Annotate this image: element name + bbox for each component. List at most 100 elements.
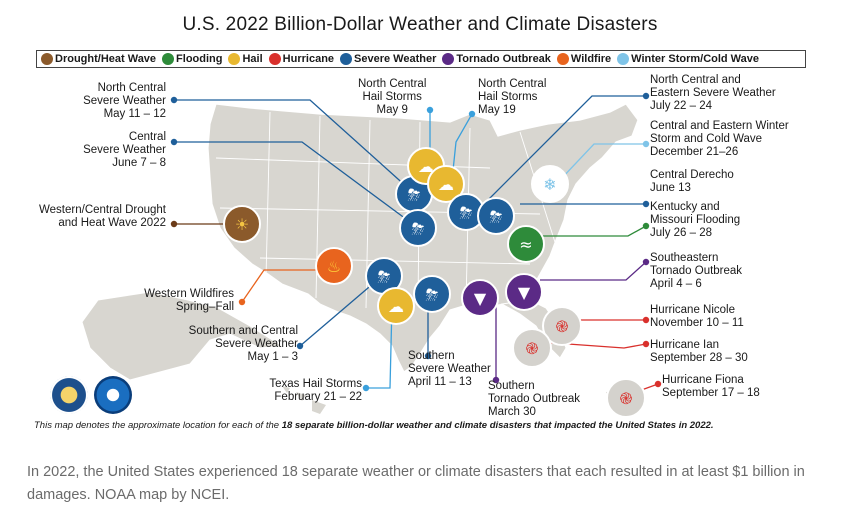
label-drought: Western/Central Drought and Heat Wave 202… [39,204,166,229]
hurricane-icon: ֎ [512,328,552,368]
legend-item-tornado: Tornado Outbreak [442,53,551,65]
line-tx-hail [366,303,393,389]
noaa-logo [94,376,132,414]
legend-label: Tornado Outbreak [456,53,551,65]
legend-label: Drought/Heat Wave [55,53,157,65]
svg-text:֎: ֎ [619,389,632,408]
line-se-tornado [540,261,647,281]
svg-text:֎: ֎ [525,339,538,358]
dot-wildfires [238,298,246,306]
legend-label: Hail [242,53,263,65]
severe-weather-icon: ⛈ [477,197,515,235]
severe-weather-icon: ⛈ [399,209,437,247]
figure-caption: In 2022, the United States experienced 1… [27,464,805,503]
label-wildfires: Western Wildfires Spring–Fall [144,288,234,313]
label-c-severe: Central Severe Weather June 7 – 8 [83,131,166,169]
legend-label: Severe Weather [354,53,437,65]
label-nc-hail-9: North Central Hail Storms May 9 [358,78,427,116]
map-title: U.S. 2022 Billion-Dollar Weather and Cli… [182,14,658,35]
legend-item-flooding: Flooding [162,53,222,65]
department-of-commerce-seal [50,376,88,414]
dot-nce-severe [642,92,650,100]
dot-sc-severe [296,342,304,350]
dot-nc-hail-9 [426,106,434,114]
dot-c-severe [170,138,178,146]
label-ky-flood: Kentucky and Missouri Flooding July 26 – 2… [650,201,741,239]
alaska-shape [81,291,284,381]
svg-text:☀: ☀ [235,215,249,234]
line-sc-severe [299,275,383,347]
dot-tx-hail [362,384,370,392]
tornado-icon: ▼ [505,273,543,311]
svg-text:☁: ☁ [388,297,404,316]
line-ky-flood [532,225,647,237]
legend-item-hail: Hail [228,53,263,65]
drought-icon: ☀ [223,205,261,243]
dot-s-tornado [492,376,500,384]
label-sc-severe: Southern and Central Severe Weather May 1 … [188,325,298,363]
svg-text:☁: ☁ [418,157,434,176]
drought-icon [41,53,53,65]
svg-text:≈: ≈ [519,235,532,254]
hawaii-shape [282,386,326,414]
legend-item-winter-storm: Winter Storm/Cold Wave [617,53,759,65]
label-s-severe: Southern Severe Weather April 11 – 13 [408,350,491,388]
svg-text:⛈: ⛈ [460,203,473,222]
hurricane-icon [268,53,281,65]
hail-icon [228,53,241,65]
legend-item-severe-weather: Severe Weather [340,53,436,65]
label-s-tornado: Southern Tornado Outbreak March 30 [488,380,581,418]
svg-text:֎: ֎ [555,317,568,336]
dot-winter [642,140,650,148]
us-map-graphic: ⛈⛈☀♨⛈☁☁☁⛈❄⛈≈▼֎֎֎⛈ ▼ [81,92,662,418]
hurricane-icon: ֎ [542,306,582,346]
wildfire-icon [556,53,569,65]
dot-ian [642,340,650,348]
legend-label: Hurricane [282,53,335,65]
hail-icon: ☁ [377,287,415,325]
svg-text:⛈: ⛈ [412,219,425,238]
svg-text:❄: ❄ [543,175,556,194]
svg-text:♨: ♨ [327,257,341,276]
legend-item-drought: Drought/Heat Wave [41,53,156,65]
legend-label: Wildfire [570,53,612,65]
wildfire-icon: ♨ [315,247,353,285]
disaster-map-figure: ⛈ ⛈ ☀ ♨ ⛈ ☁ ☁ ☁ ⛈ ❄ ⛈ ≈ ▼ ֎ ֎ ֎ ⛈ ▼ U.S. 2022 Billion-Dol… [20,8,820,436]
label-se-tornado: Southeastern Tornado Outbreak April 4 – 6 [650,252,743,290]
legend-bar: Drought/Heat Wave Flooding Hail Hurricane Se… [36,50,806,68]
label-tx-hail: Texas Hail Storms February 21 – 22 [269,378,362,403]
svg-text:⛈: ⛈ [408,185,421,204]
label-nc-hail-19: North Central Hail Storms May 19 [478,78,547,116]
legend-item-wildfire: Wildfire [556,53,612,65]
dot-drought [170,220,178,228]
label-winter: Central and Eastern Winter Storm and Cold… [650,120,789,158]
dot-nc-severe [170,96,178,104]
severe-weather-icon: ⛈ [395,175,433,213]
dot-nicole [642,316,650,324]
dot-derecho [642,200,650,208]
severe-weather-icon [340,53,353,65]
flooding-icon: ≈ [507,225,545,263]
flooding-icon [162,53,175,65]
dot-s-severe [424,352,432,360]
severe-weather-icon: ⛈ [365,257,403,295]
line-winter [559,143,646,181]
dot-nc-hail-19 [468,110,476,118]
svg-text:▼: ▼ [474,289,487,308]
legend-label: Flooding [176,53,223,65]
map-footnote: This map denotes the approximate locatio… [34,420,714,431]
hail-icon: ☁ [427,165,465,203]
svg-text:⛈: ⛈ [426,285,439,304]
winter-storm-icon: ❄ [531,165,569,203]
svg-text:⛈: ⛈ [490,207,503,226]
line-nc-severe [174,99,409,189]
svg-text:▼: ▼ [518,283,531,302]
dot-ky-flood [642,222,650,230]
label-nc-severe: North Central Severe Weather May 11 – 12 [83,82,166,120]
tornado-icon [442,53,455,65]
dot-fiona [654,380,662,388]
svg-text:⛈: ⛈ [378,267,391,286]
legend-label: Winter Storm/Cold Wave [631,53,760,65]
label-derecho: Central Derecho June 13 [650,169,734,194]
label-fiona: Hurricane Fiona September 17 – 18 [662,374,760,399]
